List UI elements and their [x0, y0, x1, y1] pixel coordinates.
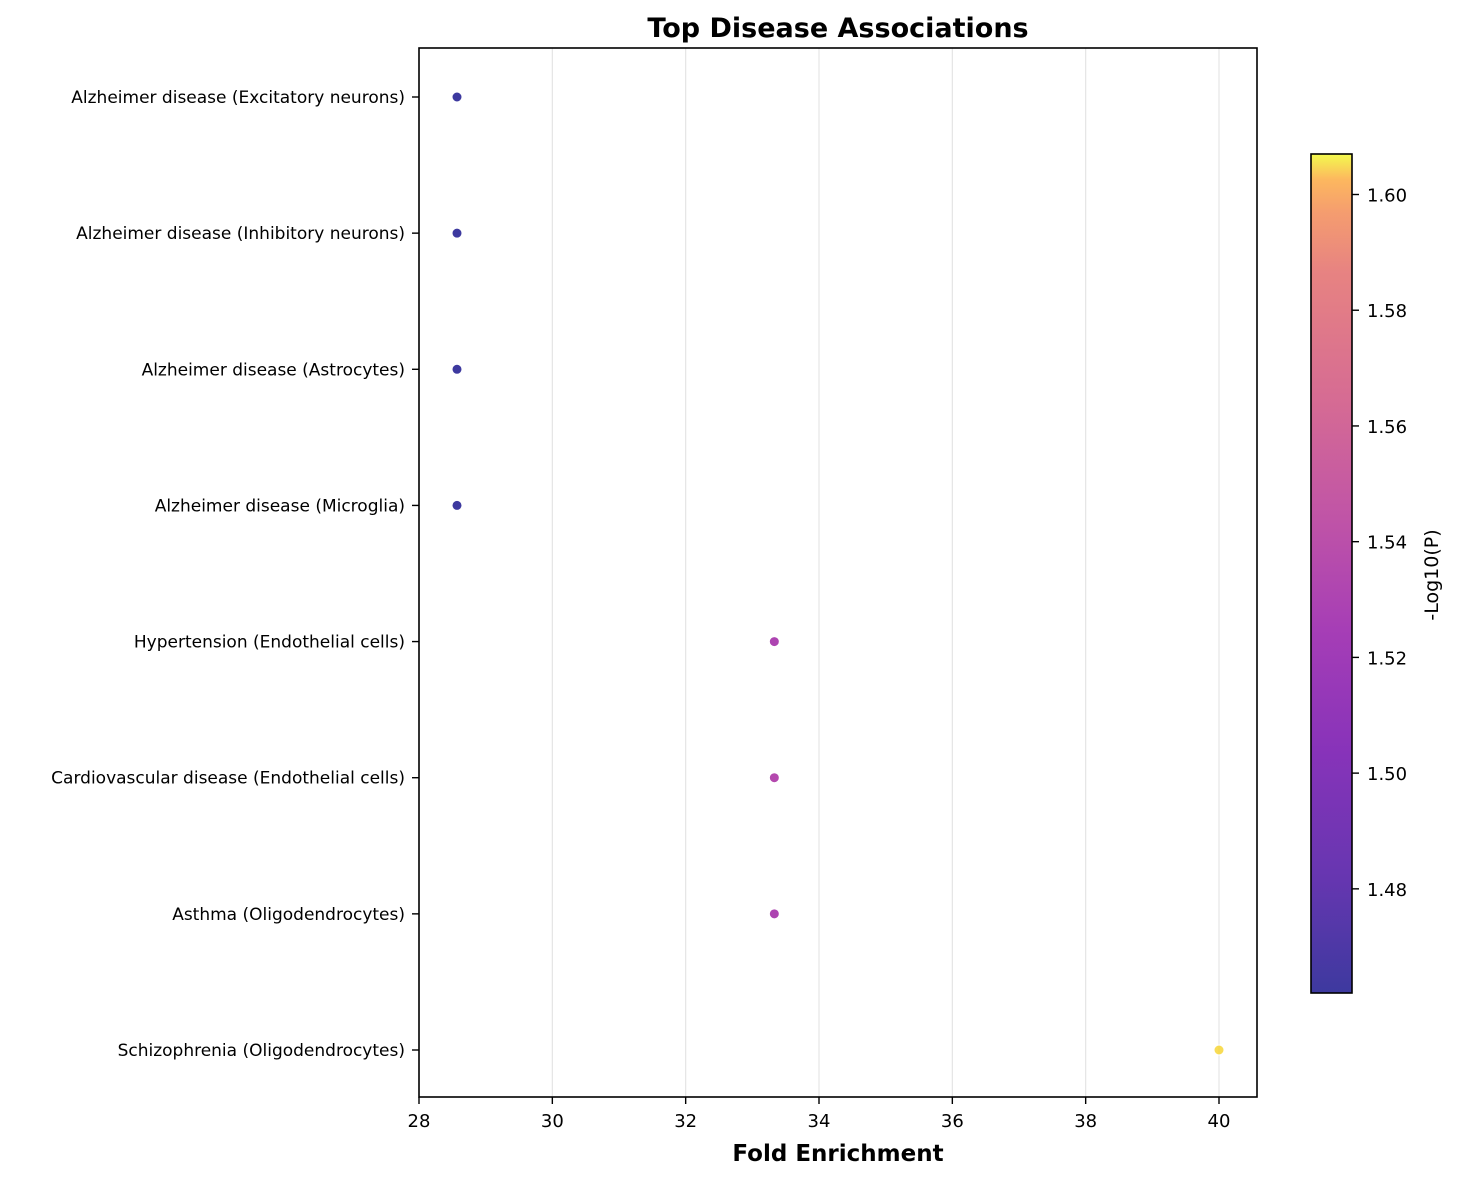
colorbar-tick-label: 1.50: [1367, 764, 1407, 785]
colorbar-tick-label: 1.60: [1367, 186, 1407, 207]
y-axis-ticks: Alzheimer disease (Excitatory neurons) Al…: [51, 88, 419, 1061]
x-axis-ticks: 28 30 32 34 36 38 40: [408, 1097, 1231, 1132]
grid-lines: [418, 48, 1220, 1097]
colorbar-tick-label: 1.48: [1367, 880, 1407, 901]
y-category-label: Alzheimer disease (Microglia): [155, 496, 405, 516]
x-tick-label: 28: [408, 1111, 431, 1132]
data-point: [768, 772, 780, 784]
x-tick-label: 30: [541, 1111, 564, 1132]
data-point: [451, 363, 463, 375]
y-category-label: Alzheimer disease (Excitatory neurons): [71, 88, 405, 108]
y-category-label: Asthma (Oligodendrocytes): [172, 905, 405, 925]
data-point: [768, 636, 780, 648]
data-point: [451, 91, 463, 103]
y-category-label: Alzheimer disease (Astrocytes): [142, 360, 405, 380]
data-point: [451, 227, 463, 239]
data-point: [451, 499, 463, 511]
colorbar-label: -Log10(P): [1421, 529, 1443, 620]
y-category-label: Alzheimer disease (Inhibitory neurons): [76, 224, 405, 244]
y-category-label: Cardiovascular disease (Endothelial cell…: [51, 769, 405, 789]
colorbar-ticks: 1.48 1.50 1.52 1.54 1.56 1.58 1.60: [1352, 186, 1407, 901]
colorbar-tick-label: 1.56: [1367, 417, 1407, 438]
x-tick-label: 36: [941, 1111, 964, 1132]
x-tick-label: 38: [1074, 1111, 1097, 1132]
data-point: [1213, 1044, 1225, 1056]
plot-frame: [418, 47, 1258, 1098]
x-axis-label: Fold Enrichment: [732, 1141, 943, 1167]
x-tick-label: 32: [674, 1111, 697, 1132]
data-points: [451, 91, 1225, 1056]
y-category-label: Schizophrenia (Oligodendrocytes): [118, 1041, 405, 1061]
data-point: [768, 908, 780, 920]
colorbar: [1310, 153, 1353, 994]
x-tick-label: 40: [1208, 1111, 1231, 1132]
colorbar-tick-label: 1.54: [1367, 533, 1407, 554]
colorbar-tick-label: 1.52: [1367, 648, 1407, 669]
y-category-label: Hypertension (Endothelial cells): [134, 633, 405, 653]
chart-title: Top Disease Associations: [647, 13, 1028, 44]
colorbar-tick-label: 1.58: [1367, 301, 1407, 322]
x-tick-label: 34: [808, 1111, 831, 1132]
